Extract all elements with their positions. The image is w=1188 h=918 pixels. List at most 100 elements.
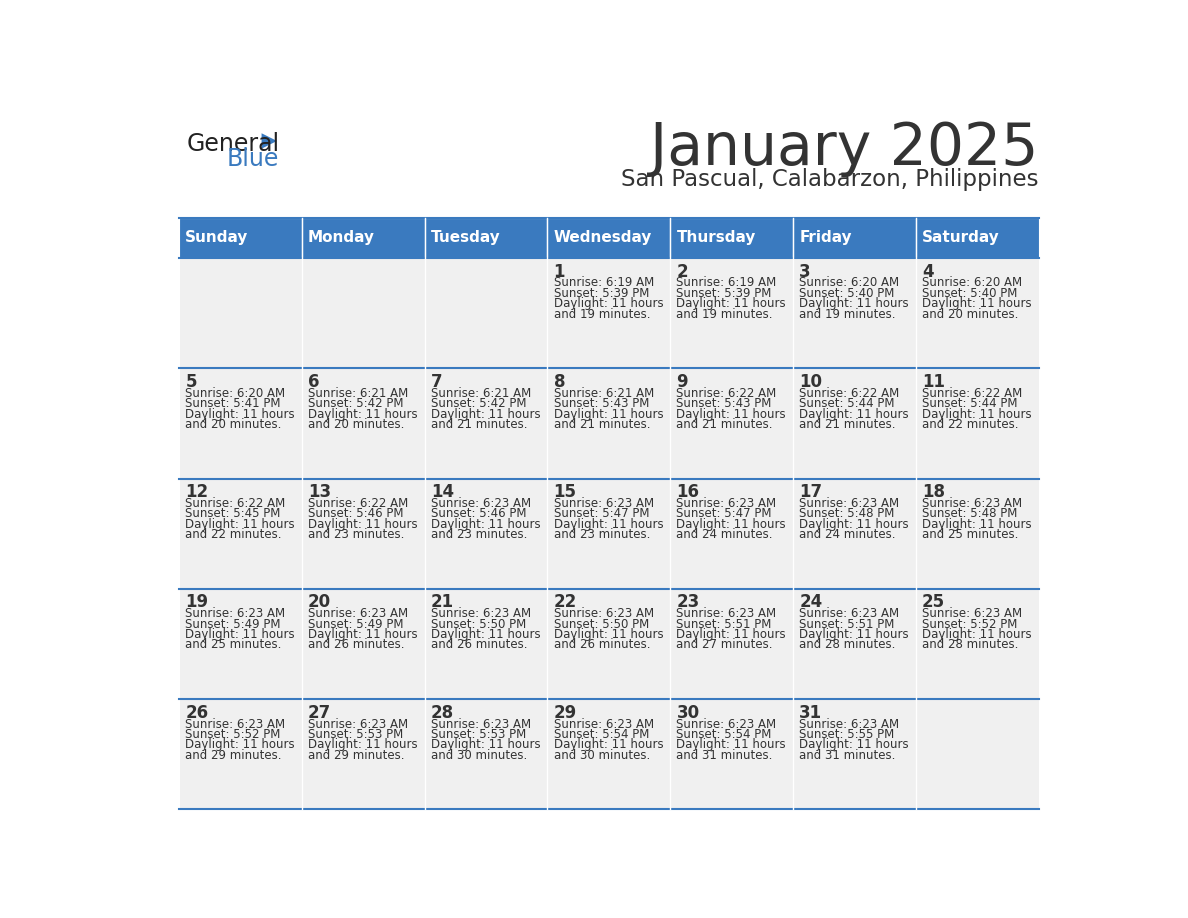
Text: and 26 minutes.: and 26 minutes. (431, 638, 527, 652)
Text: Sunset: 5:44 PM: Sunset: 5:44 PM (800, 397, 895, 410)
Text: Sunrise: 6:21 AM: Sunrise: 6:21 AM (431, 386, 531, 399)
Text: Sunset: 5:48 PM: Sunset: 5:48 PM (800, 508, 895, 521)
Text: 3: 3 (800, 263, 810, 281)
Text: Sunset: 5:47 PM: Sunset: 5:47 PM (554, 508, 649, 521)
Text: Daylight: 11 hours: Daylight: 11 hours (800, 628, 909, 641)
Text: Thursday: Thursday (676, 230, 756, 245)
FancyBboxPatch shape (302, 478, 424, 588)
Text: and 24 minutes.: and 24 minutes. (676, 528, 773, 542)
Text: Monday: Monday (308, 230, 375, 245)
Text: and 28 minutes.: and 28 minutes. (922, 638, 1018, 652)
Text: Sunset: 5:53 PM: Sunset: 5:53 PM (431, 728, 526, 741)
Text: and 25 minutes.: and 25 minutes. (922, 528, 1018, 542)
Text: and 30 minutes.: and 30 minutes. (554, 749, 650, 762)
Text: 28: 28 (431, 704, 454, 722)
Text: and 19 minutes.: and 19 minutes. (676, 308, 773, 320)
Text: Sunset: 5:47 PM: Sunset: 5:47 PM (676, 508, 772, 521)
FancyBboxPatch shape (548, 478, 670, 588)
Text: Daylight: 11 hours: Daylight: 11 hours (308, 628, 418, 641)
FancyBboxPatch shape (424, 218, 548, 258)
Text: Sunset: 5:46 PM: Sunset: 5:46 PM (308, 508, 404, 521)
Text: Sunset: 5:49 PM: Sunset: 5:49 PM (308, 618, 404, 631)
Text: Sunset: 5:49 PM: Sunset: 5:49 PM (185, 618, 280, 631)
Polygon shape (261, 133, 277, 149)
FancyBboxPatch shape (916, 368, 1038, 478)
FancyBboxPatch shape (424, 258, 548, 368)
Text: and 21 minutes.: and 21 minutes. (554, 418, 650, 431)
Text: Daylight: 11 hours: Daylight: 11 hours (308, 518, 418, 531)
FancyBboxPatch shape (548, 218, 670, 258)
Text: Sunset: 5:48 PM: Sunset: 5:48 PM (922, 508, 1017, 521)
Text: Daylight: 11 hours: Daylight: 11 hours (308, 408, 418, 420)
Text: Daylight: 11 hours: Daylight: 11 hours (800, 408, 909, 420)
Text: Sunrise: 6:23 AM: Sunrise: 6:23 AM (676, 608, 777, 621)
Text: Sunset: 5:50 PM: Sunset: 5:50 PM (431, 618, 526, 631)
Text: 1: 1 (554, 263, 565, 281)
Text: 14: 14 (431, 483, 454, 501)
Text: and 23 minutes.: and 23 minutes. (554, 528, 650, 542)
Text: and 21 minutes.: and 21 minutes. (676, 418, 773, 431)
Text: January 2025: January 2025 (650, 120, 1038, 177)
Text: Sunset: 5:50 PM: Sunset: 5:50 PM (554, 618, 649, 631)
Text: and 30 minutes.: and 30 minutes. (431, 749, 527, 762)
Text: Sunday: Sunday (185, 230, 248, 245)
FancyBboxPatch shape (792, 368, 916, 478)
Text: Daylight: 11 hours: Daylight: 11 hours (922, 408, 1031, 420)
Text: Sunrise: 6:23 AM: Sunrise: 6:23 AM (185, 608, 285, 621)
Text: 10: 10 (800, 373, 822, 391)
Text: Daylight: 11 hours: Daylight: 11 hours (922, 628, 1031, 641)
Text: and 23 minutes.: and 23 minutes. (308, 528, 404, 542)
Text: 8: 8 (554, 373, 565, 391)
FancyBboxPatch shape (179, 699, 302, 810)
Text: Sunrise: 6:23 AM: Sunrise: 6:23 AM (676, 718, 777, 731)
Text: Sunset: 5:54 PM: Sunset: 5:54 PM (554, 728, 649, 741)
Text: Sunrise: 6:20 AM: Sunrise: 6:20 AM (185, 386, 285, 399)
Text: Sunrise: 6:23 AM: Sunrise: 6:23 AM (554, 608, 653, 621)
Text: 11: 11 (922, 373, 944, 391)
FancyBboxPatch shape (916, 218, 1038, 258)
Text: Daylight: 11 hours: Daylight: 11 hours (431, 738, 541, 751)
Text: Saturday: Saturday (922, 230, 999, 245)
FancyBboxPatch shape (548, 368, 670, 478)
Text: Daylight: 11 hours: Daylight: 11 hours (431, 518, 541, 531)
Text: General: General (187, 131, 280, 156)
FancyBboxPatch shape (916, 258, 1038, 368)
Text: Daylight: 11 hours: Daylight: 11 hours (676, 628, 786, 641)
Text: Daylight: 11 hours: Daylight: 11 hours (676, 518, 786, 531)
Text: Sunrise: 6:23 AM: Sunrise: 6:23 AM (185, 718, 285, 731)
Text: Daylight: 11 hours: Daylight: 11 hours (431, 628, 541, 641)
FancyBboxPatch shape (916, 478, 1038, 588)
Text: 4: 4 (922, 263, 934, 281)
Text: Wednesday: Wednesday (554, 230, 652, 245)
Text: Sunset: 5:43 PM: Sunset: 5:43 PM (554, 397, 649, 410)
Text: Daylight: 11 hours: Daylight: 11 hours (676, 738, 786, 751)
Text: Sunrise: 6:21 AM: Sunrise: 6:21 AM (554, 386, 653, 399)
FancyBboxPatch shape (302, 368, 424, 478)
Text: San Pascual, Calabarzon, Philippines: San Pascual, Calabarzon, Philippines (621, 168, 1038, 191)
Text: 31: 31 (800, 704, 822, 722)
Text: 2: 2 (676, 263, 688, 281)
Text: Sunrise: 6:23 AM: Sunrise: 6:23 AM (554, 718, 653, 731)
FancyBboxPatch shape (302, 588, 424, 699)
FancyBboxPatch shape (548, 699, 670, 810)
Text: and 25 minutes.: and 25 minutes. (185, 638, 282, 652)
Text: Sunset: 5:43 PM: Sunset: 5:43 PM (676, 397, 772, 410)
Text: Daylight: 11 hours: Daylight: 11 hours (431, 408, 541, 420)
Text: Sunrise: 6:20 AM: Sunrise: 6:20 AM (800, 276, 899, 289)
Text: Sunset: 5:52 PM: Sunset: 5:52 PM (185, 728, 280, 741)
Text: 26: 26 (185, 704, 208, 722)
Text: Friday: Friday (800, 230, 852, 245)
FancyBboxPatch shape (548, 258, 670, 368)
Text: and 20 minutes.: and 20 minutes. (308, 418, 404, 431)
FancyBboxPatch shape (670, 368, 792, 478)
Text: Sunrise: 6:23 AM: Sunrise: 6:23 AM (431, 608, 531, 621)
Text: 27: 27 (308, 704, 331, 722)
FancyBboxPatch shape (670, 218, 792, 258)
Text: and 27 minutes.: and 27 minutes. (676, 638, 773, 652)
Text: Daylight: 11 hours: Daylight: 11 hours (800, 297, 909, 310)
FancyBboxPatch shape (302, 258, 424, 368)
Text: Sunset: 5:52 PM: Sunset: 5:52 PM (922, 618, 1017, 631)
Text: 23: 23 (676, 593, 700, 611)
Text: and 31 minutes.: and 31 minutes. (800, 749, 896, 762)
Text: 21: 21 (431, 593, 454, 611)
